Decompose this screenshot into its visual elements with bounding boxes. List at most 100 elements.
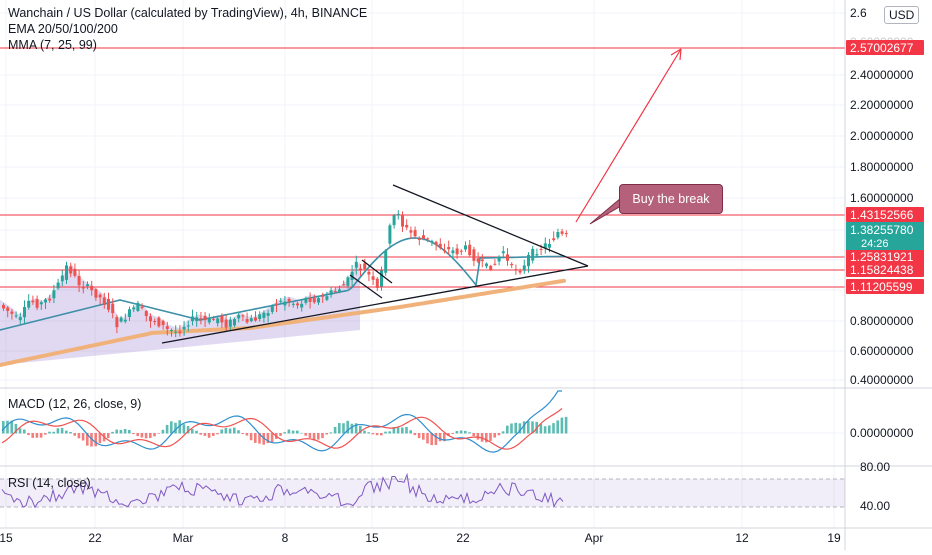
candle-body	[497, 256, 501, 262]
macd-histogram-bar	[98, 433, 102, 444]
flag-lower-line[interactable]	[349, 274, 383, 299]
candle-body	[191, 316, 194, 322]
time-axis-label: 12	[735, 531, 749, 545]
candle-body	[363, 263, 367, 270]
macd-histogram-bar	[203, 433, 207, 436]
macd-histogram-bar	[157, 433, 160, 434]
candle-body	[153, 321, 157, 323]
candle-body	[518, 270, 522, 273]
currency-button[interactable]: USD	[884, 6, 920, 24]
candle-body	[39, 302, 43, 305]
current-price-box[interactable]	[846, 222, 924, 250]
triangle-upper-trendline[interactable]	[392, 184, 589, 267]
candle-body	[514, 269, 518, 271]
triangle-lower-trendline[interactable]	[161, 265, 589, 344]
price-level-label-box[interactable]	[846, 40, 924, 55]
candle-body	[199, 318, 203, 320]
candle-body	[367, 271, 371, 275]
macd-signal-line[interactable]	[1, 408, 563, 450]
candle-body	[422, 235, 425, 239]
macd-histogram-bar	[317, 433, 320, 440]
macd-histogram-bar	[312, 433, 316, 441]
price-level-label-box[interactable]	[846, 249, 924, 264]
macd-histogram-bar	[539, 424, 543, 434]
candle-body	[384, 250, 388, 273]
rounded-bottom-shading	[0, 262, 360, 365]
symbol-title[interactable]: Wanchain / US Dollar (calculated by Trad…	[8, 6, 368, 20]
macd-histogram-bar	[476, 433, 480, 440]
flag-upper-line[interactable]	[361, 259, 393, 284]
candle-body	[480, 259, 484, 262]
macd-histogram-bar	[90, 433, 93, 447]
macd-histogram-bar	[384, 431, 387, 434]
macd-histogram-bar	[430, 433, 433, 446]
macd-histogram-bar	[224, 427, 228, 434]
macd-histogram-bar	[191, 429, 194, 434]
candle-body	[438, 243, 442, 249]
macd-histogram-bar	[161, 429, 165, 434]
price-axis-tick: 2.40000000	[850, 68, 914, 82]
candle-body	[543, 243, 547, 249]
candle-body	[149, 316, 152, 322]
candle-body	[489, 265, 493, 270]
ema-200-line[interactable]	[0, 278, 566, 367]
macd-histogram-bar	[338, 423, 341, 434]
target-arrow-line[interactable]	[575, 48, 682, 223]
macd-histogram-bar	[417, 433, 421, 439]
price-axis-tick: 0.60000000	[850, 344, 914, 358]
macd-histogram-bar	[485, 433, 488, 443]
candle-body	[338, 289, 341, 292]
price-level-label-box[interactable]	[846, 279, 924, 294]
rsi-indicator-label[interactable]: RSI (14, close)	[8, 476, 91, 490]
candle-body	[245, 319, 249, 323]
macd-line[interactable]	[1, 390, 562, 453]
candle-body	[325, 296, 329, 300]
candle-body	[308, 298, 312, 302]
candle-body	[485, 263, 488, 267]
macd-histogram-bar	[325, 433, 328, 435]
macd-histogram-bar	[182, 424, 186, 434]
macd-histogram-bar	[107, 433, 110, 439]
rsi-axis-tick: 40.00	[860, 499, 890, 513]
candle-body	[401, 214, 404, 227]
mma-indicator-label[interactable]: MMA (7, 25, 99)	[8, 38, 97, 52]
ema-indicator-label[interactable]: EMA 20/50/100/200	[8, 22, 118, 36]
macd-histogram-bar	[233, 427, 236, 434]
candle-body	[552, 238, 556, 241]
macd-histogram-bar	[480, 433, 484, 442]
price-level-label-box[interactable]	[846, 262, 924, 277]
candle-body	[249, 318, 253, 322]
candle-body	[375, 278, 379, 288]
macd-histogram-bar	[249, 433, 253, 441]
rsi-axis-tick: 80.00	[860, 460, 890, 474]
macd-histogram-bar	[342, 423, 345, 434]
candle-body	[10, 311, 14, 314]
macd-histogram-bar	[560, 417, 564, 434]
target-arrowhead	[670, 48, 682, 61]
macd-histogram-bar	[241, 433, 244, 434]
macd-axis-tick: 0.00000000	[850, 426, 914, 440]
candle-body	[182, 326, 186, 330]
macd-histogram-bar	[237, 430, 240, 434]
candle-body	[548, 243, 551, 248]
macd-indicator-label[interactable]: MACD (12, 26, close, 9)	[8, 397, 142, 411]
price-level-label-box[interactable]	[846, 207, 924, 222]
mma-25-line[interactable]	[0, 237, 565, 331]
macd-histogram-bar	[321, 433, 324, 439]
candle-body	[165, 326, 169, 330]
rsi-line[interactable]	[1, 472, 564, 509]
macd-histogram-bar	[178, 420, 181, 434]
candle-body	[426, 238, 430, 240]
macd-histogram-bar	[23, 429, 26, 434]
price-axis-tick-partial: 2.6	[850, 6, 867, 20]
price-axis-tick: 2.20000000	[850, 98, 914, 112]
candle-body	[476, 258, 480, 262]
macd-histogram-bar	[56, 428, 60, 434]
candle-body	[300, 303, 304, 308]
candle-body	[31, 300, 35, 303]
candle-body	[455, 248, 459, 255]
candle-body	[140, 306, 144, 308]
buy-the-break-callout[interactable]: Buy the break	[619, 184, 723, 214]
